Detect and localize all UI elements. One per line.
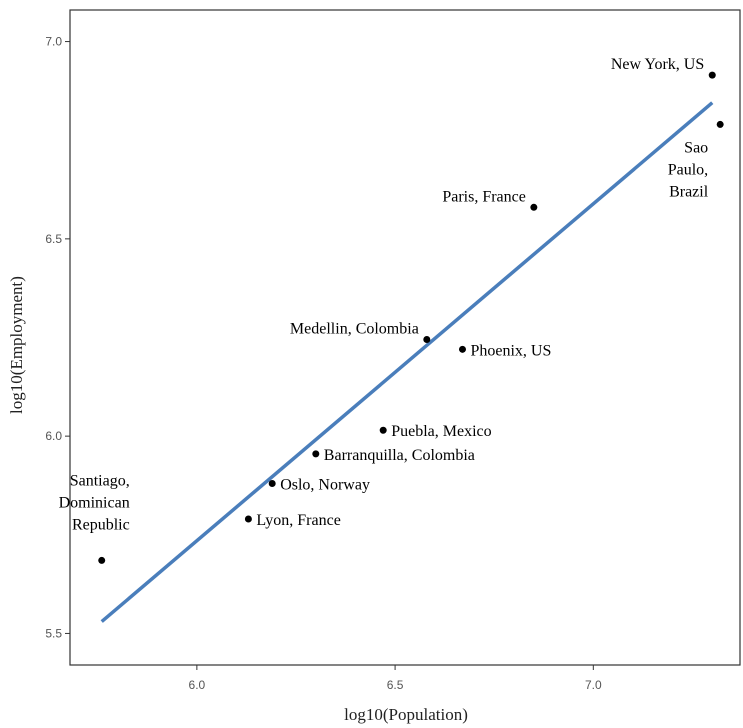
- data-point: [312, 450, 320, 458]
- point-label-line: Medellin, Colombia: [290, 320, 419, 337]
- point-label-line: Brazil: [669, 183, 709, 200]
- point-label-line: New York, US: [611, 56, 704, 73]
- y-axis-title: log10(Employment): [7, 276, 26, 414]
- point-label: Sao Paulo, Brazil: [668, 139, 709, 200]
- y-tick-label: 6.5: [45, 232, 62, 246]
- regression-line: [100, 101, 714, 623]
- point-label-line: Paris, France: [442, 188, 526, 205]
- data-point: [268, 479, 276, 487]
- data-point: [716, 120, 724, 128]
- point-label: Santiago, Dominican Republic: [59, 472, 130, 533]
- data-point: [244, 515, 252, 523]
- x-tick-label: 6.5: [387, 678, 404, 692]
- point-label: Barranquilla, Colombia: [324, 447, 475, 464]
- point-label-line: Republic: [72, 516, 130, 533]
- data-point: [530, 203, 538, 211]
- y-tick-label: 5.5: [45, 626, 62, 640]
- data-point: [708, 71, 716, 79]
- point-label-line: Sao: [684, 139, 708, 156]
- data-point: [423, 335, 431, 343]
- data-point: [98, 556, 106, 564]
- x-axis-title: log10(Population): [344, 705, 468, 724]
- point-label-line: Barranquilla, Colombia: [324, 447, 475, 464]
- data-point: [379, 426, 387, 434]
- x-tick-label: 6.0: [189, 678, 206, 692]
- data-point: [458, 345, 466, 353]
- point-label: Lyon, France: [256, 512, 340, 529]
- point-label: Oslo, Norway: [280, 476, 370, 493]
- point-label: Puebla, Mexico: [391, 423, 491, 440]
- point-label-line: Puebla, Mexico: [391, 423, 491, 440]
- y-tick-label: 7.0: [45, 35, 62, 49]
- point-label-line: Phoenix, US: [470, 342, 551, 359]
- point-label: Paris, France: [442, 188, 526, 205]
- point-label-line: Dominican: [59, 494, 130, 511]
- y-tick-label: 6.0: [45, 429, 62, 443]
- point-label: Phoenix, US: [470, 342, 551, 359]
- point-label: New York, US: [611, 56, 704, 73]
- point-label-line: Oslo, Norway: [280, 476, 370, 493]
- point-label-line: Paulo,: [668, 161, 708, 178]
- plot-panel-border: [69, 9, 741, 666]
- point-label-line: Santiago,: [70, 472, 130, 489]
- point-label-line: Lyon, France: [256, 512, 340, 529]
- point-label: Medellin, Colombia: [290, 320, 419, 337]
- x-tick-label: 7.0: [585, 678, 602, 692]
